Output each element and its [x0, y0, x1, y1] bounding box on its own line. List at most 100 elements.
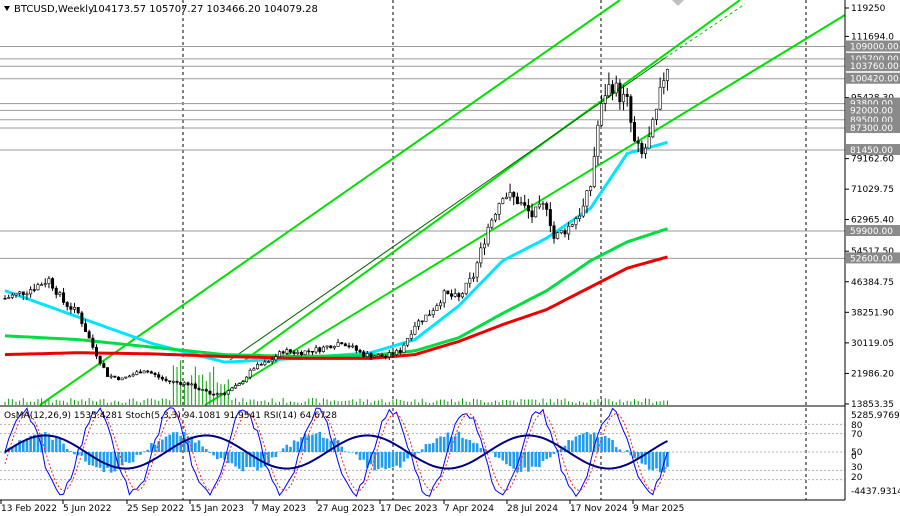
osma-bar-15	[58, 438, 62, 452]
osma-bar-56	[208, 452, 212, 453]
time-tick-label-5: 27 Aug 2023	[317, 504, 375, 514]
candle-body-41	[153, 372, 157, 375]
level-label-box-3	[846, 72, 900, 84]
level-label-text-10: 52600.00	[850, 254, 893, 264]
level-label-5: 92000.00	[846, 104, 900, 116]
indicator-pane	[0, 407, 845, 498]
candle-body-90	[332, 346, 336, 349]
osma-bar-118	[435, 438, 439, 452]
candle-body-96	[354, 345, 358, 351]
osma-bar-11	[43, 432, 47, 452]
osma-bar-175	[644, 452, 647, 465]
candle-body-68	[252, 368, 256, 371]
osma-bar-76	[281, 448, 285, 452]
osma-bar-129	[475, 443, 479, 452]
candle-body-116	[428, 314, 432, 317]
candle-body-77	[285, 349, 289, 354]
osma-bar-66	[245, 452, 248, 468]
candle-body-150	[552, 225, 556, 239]
time-tick-label-3: 15 Jan 2023	[190, 504, 244, 514]
candle-body-145	[534, 206, 538, 218]
osma-bar-148	[545, 452, 548, 460]
osma-bar-140	[516, 452, 519, 473]
candle-body-108	[398, 350, 402, 353]
level-label-box-7	[846, 122, 900, 134]
candle-body-65	[241, 381, 245, 384]
candle-body-120	[442, 290, 446, 304]
osma-bar-105	[388, 452, 391, 468]
candle-body-124	[457, 293, 461, 298]
candle-body-27	[102, 363, 106, 368]
candle-body-140	[515, 196, 519, 205]
candle-body-94	[347, 345, 351, 348]
candle-body-161	[592, 156, 596, 187]
osma-bar-22	[84, 452, 87, 462]
candle-body-17	[65, 302, 69, 307]
indicator-axis-label-7: -4437.9314	[851, 487, 900, 497]
osma-bar-152	[560, 448, 563, 452]
osma-bar-23	[87, 452, 91, 465]
time-tick-label-8: 28 Jul 2024	[507, 504, 558, 514]
osma-bar-12	[47, 434, 51, 452]
candle-body-158	[581, 205, 585, 217]
candle-body-6	[25, 293, 29, 296]
osma-bar-31	[117, 452, 120, 468]
osma-bar-157	[578, 434, 581, 452]
osma-bar-99	[366, 452, 369, 468]
osma-bar-131	[483, 448, 486, 452]
osma-bar-113	[417, 452, 420, 454]
candle-body-31	[116, 376, 120, 381]
candle-body-11	[43, 283, 47, 285]
shift-marker-icon[interactable]	[672, 0, 684, 6]
candle-body-123	[453, 293, 457, 297]
candle-body-73	[270, 359, 274, 362]
osma-bar-68	[252, 452, 256, 467]
candle-body-92	[340, 342, 344, 345]
osma-bar-9	[36, 435, 40, 452]
candle-body-181	[665, 69, 669, 81]
level-label-box-4	[846, 97, 900, 109]
candle-body-35	[131, 374, 135, 377]
osma-bar-119	[439, 436, 442, 452]
osma-bar-39	[146, 449, 150, 452]
candle-body-14	[54, 287, 58, 295]
osma-bar-144	[530, 452, 534, 467]
osma-bar-62	[230, 452, 234, 464]
candle-body-24	[91, 337, 95, 348]
osma-bar-87	[322, 437, 325, 452]
level-label-text-3: 100420.00	[850, 75, 899, 85]
level-label-text-9: 59900.00	[850, 227, 893, 237]
candle-body-141	[519, 202, 523, 205]
osma-bar-143	[527, 452, 530, 472]
level-label-10: 52600.00	[846, 252, 900, 264]
osma-bar-120	[442, 436, 446, 452]
candle-body-148	[545, 203, 549, 210]
osma-bar-102	[377, 452, 380, 470]
osma-bar-172	[633, 452, 636, 458]
price-tick-label-1: 111694.0	[851, 32, 894, 42]
indicator-axis-label-2: 70	[851, 430, 863, 440]
osma-bar-38	[142, 451, 146, 452]
osma-bar-107	[395, 452, 398, 466]
osma-bar-8	[32, 434, 36, 452]
candle-body-112	[413, 325, 417, 335]
level-label-text-7: 87300.00	[850, 124, 893, 134]
osma-bar-176	[647, 452, 651, 470]
osma-bar-13	[51, 439, 54, 452]
osma-bar-171	[629, 452, 633, 456]
osma-bar-174	[640, 452, 644, 464]
candle-body-80	[296, 351, 300, 354]
osma-bar-37	[139, 452, 142, 455]
price-tick-label-0: 119250	[851, 4, 886, 14]
candle-body-166	[611, 84, 615, 94]
osma-bar-116	[428, 443, 431, 452]
symbol-menu-icon[interactable]	[4, 6, 10, 11]
candle-body-82	[303, 350, 307, 355]
osma-bar-109	[402, 452, 406, 462]
candle-body-115	[424, 314, 428, 322]
level-label-box-8	[846, 144, 900, 156]
moving-average-2	[4, 255, 668, 360]
indicator-axis-label-0: 5285.9769	[851, 411, 900, 421]
osma-bar-96	[355, 452, 358, 455]
